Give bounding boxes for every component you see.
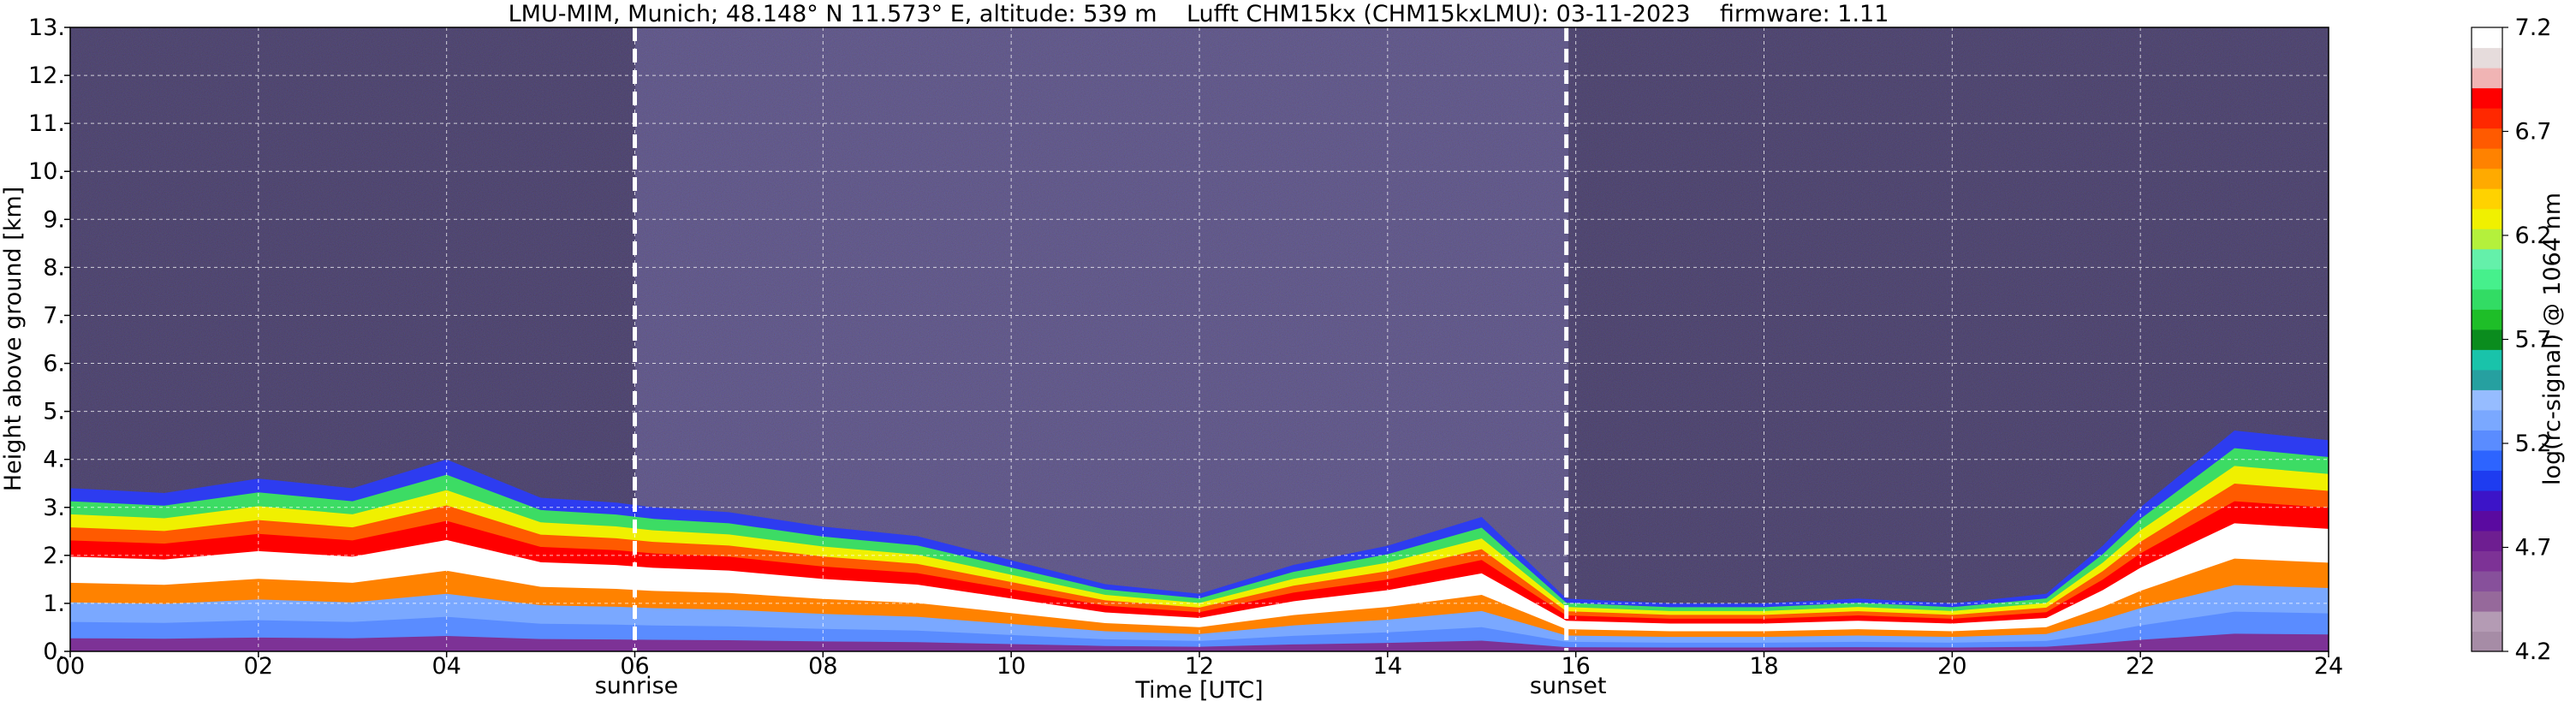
y-axis-ticks: 0. 1. 2. 3. 4. 5. 6. 7. 8. 9. 10. 11. 12. 13. xyxy=(28,15,70,665)
colorbar-segment xyxy=(2472,148,2502,169)
colorbar-tick-label: 4.2 xyxy=(2515,639,2552,665)
y-tick-label: 0. xyxy=(43,639,65,665)
plot-area xyxy=(70,27,2329,651)
colorbar-segment xyxy=(2472,570,2502,592)
y-tick-label: 5. xyxy=(43,399,65,425)
colorbar-tick-label: 6.7 xyxy=(2515,119,2552,146)
y-tick-label: 4. xyxy=(43,447,65,473)
y-tick-label: 3. xyxy=(43,495,65,521)
colorbar-label: log(rc-signal) @ 1064 nm xyxy=(2539,193,2566,485)
x-tick-label: 00 xyxy=(56,653,85,680)
colorbar-segment xyxy=(2472,87,2502,109)
colorbar-segment xyxy=(2472,369,2502,390)
x-tick-label: 16 xyxy=(1561,653,1590,680)
y-tick-label: 12. xyxy=(28,62,65,89)
colorbar-segment xyxy=(2472,309,2502,330)
colorbar-segment xyxy=(2472,530,2502,552)
marker-label-sunrise: sunrise xyxy=(595,673,679,699)
colorbar-segment xyxy=(2472,510,2502,532)
colorbar xyxy=(2471,27,2503,652)
colorbar-ticks: 7.2 6.7 6.2 5.7 5.2 4.7 4.2 xyxy=(2502,15,2551,665)
x-tick-label: 20 xyxy=(1937,653,1966,680)
colorbar-segment xyxy=(2472,409,2502,431)
colorbar-segment xyxy=(2472,389,2502,411)
colorbar-segment xyxy=(2472,208,2502,229)
y-tick-label: 7. xyxy=(43,302,65,329)
colorbar-segment xyxy=(2472,550,2502,572)
x-tick-label: 14 xyxy=(1373,653,1402,680)
x-tick-label: 06 xyxy=(620,653,649,680)
x-tick-label: 10 xyxy=(996,653,1026,680)
x-axis-ticks: 00 02 04 06 08 10 12 14 16 18 20 22 24 xyxy=(56,651,2343,680)
colorbar-segment xyxy=(2472,430,2502,451)
x-tick-label: 04 xyxy=(431,653,461,680)
colorbar-segment xyxy=(2472,188,2502,210)
chart-title: LMU-MIM, Munich; 48.148° N 11.573° E, al… xyxy=(509,1,1889,27)
colorbar-segment xyxy=(2472,248,2502,270)
colorbar-segment xyxy=(2472,349,2502,371)
colorbar-segment xyxy=(2472,128,2502,149)
colorbar-tick-label: 4.7 xyxy=(2515,535,2552,561)
colorbar-segment xyxy=(2472,229,2502,250)
colorbar-segment xyxy=(2472,449,2502,471)
grid-lines xyxy=(70,27,2329,651)
sun-marker-labels: sunrise sunset xyxy=(595,673,1607,699)
marker-label-sunset: sunset xyxy=(1530,673,1607,699)
colorbar-segment xyxy=(2472,288,2502,310)
y-tick-label: 9. xyxy=(43,206,65,233)
colorbar-segment xyxy=(2472,168,2502,189)
y-tick-label: 13. xyxy=(28,15,65,41)
x-axis-label: Time [UTC] xyxy=(1134,677,1263,704)
y-tick-label: 11. xyxy=(28,110,65,137)
colorbar-tick-label: 7.2 xyxy=(2515,15,2552,41)
colorbar-segment xyxy=(2472,27,2502,49)
colorbar-segment xyxy=(2472,47,2502,68)
y-axis-label: Height above ground [km] xyxy=(0,187,27,491)
x-tick-label: 12 xyxy=(1185,653,1214,680)
colorbar-segment xyxy=(2472,269,2502,290)
colorbar-tick-label: 5.2 xyxy=(2515,431,2552,457)
y-tick-label: 6. xyxy=(43,351,65,377)
x-tick-label: 22 xyxy=(2126,653,2155,680)
y-tick-label: 10. xyxy=(28,158,65,185)
x-tick-label: 18 xyxy=(1749,653,1778,680)
colorbar-segment xyxy=(2472,631,2502,652)
y-tick-label: 1. xyxy=(43,591,65,617)
colorbar-segment xyxy=(2472,108,2502,129)
colorbar-segment xyxy=(2472,329,2502,350)
colorbar-segment xyxy=(2472,470,2502,491)
colorbar-segment xyxy=(2472,68,2502,89)
x-tick-label: 02 xyxy=(244,653,273,680)
colorbar-segment xyxy=(2472,490,2502,511)
colorbar-segment xyxy=(2472,591,2502,612)
colorbar-tick-label: 6.2 xyxy=(2515,223,2552,249)
y-tick-label: 8. xyxy=(43,254,65,281)
sun-markers xyxy=(633,27,1569,651)
x-tick-label: 08 xyxy=(808,653,837,680)
y-tick-label: 2. xyxy=(43,543,65,569)
colorbar-tick-label: 5.7 xyxy=(2515,327,2552,354)
x-tick-label: 24 xyxy=(2314,653,2343,680)
colorbar-segment xyxy=(2472,610,2502,633)
